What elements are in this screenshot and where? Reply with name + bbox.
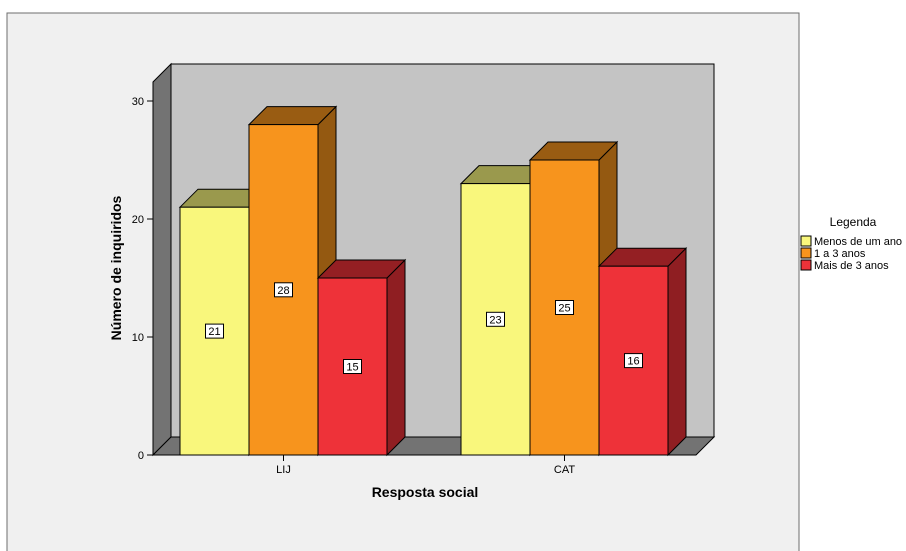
y-tick-label: 0 (138, 450, 144, 462)
legend-swatch (800, 259, 812, 271)
x-tick-label: LIJ (276, 464, 291, 476)
legend-title: Legenda (830, 215, 877, 229)
data-label-box (624, 353, 643, 369)
data-label: 23 (489, 314, 501, 326)
left-wall (152, 62, 172, 457)
y-tick-label: 20 (132, 214, 144, 226)
data-label: 28 (277, 285, 289, 297)
x-axis-title: Resposta social (372, 484, 479, 500)
data-label: 25 (558, 303, 570, 315)
bar-side (667, 246, 687, 457)
y-axis-title: Número de inquiridos (108, 195, 124, 340)
data-label-box (274, 282, 293, 298)
legend-swatch (800, 235, 812, 247)
data-label: 21 (208, 326, 220, 338)
data-label: 16 (627, 356, 639, 368)
data-label-box (205, 323, 224, 339)
legend-label: Mais de 3 anos (814, 260, 889, 272)
legend-label: 1 a 3 anos (814, 248, 866, 260)
y-axis: 0 10 20 30 (132, 82, 154, 462)
data-label: 15 (346, 362, 358, 374)
y-tick-label: 10 (132, 332, 144, 344)
bar-side (386, 258, 406, 457)
bar: 15 (316, 258, 407, 457)
x-tick-label: CAT (554, 464, 575, 476)
legend-label: Menos de um ano (814, 236, 902, 248)
bars-group: 21 28 15 23 25 16 (178, 105, 688, 457)
bar: 16 (597, 246, 688, 457)
x-axis: LIJ CAT (153, 454, 696, 476)
data-label-box (343, 359, 362, 374)
legend-swatch (800, 247, 812, 259)
y-tick-label: 30 (132, 96, 144, 108)
data-label-box (486, 311, 505, 327)
data-label-box (555, 300, 574, 315)
